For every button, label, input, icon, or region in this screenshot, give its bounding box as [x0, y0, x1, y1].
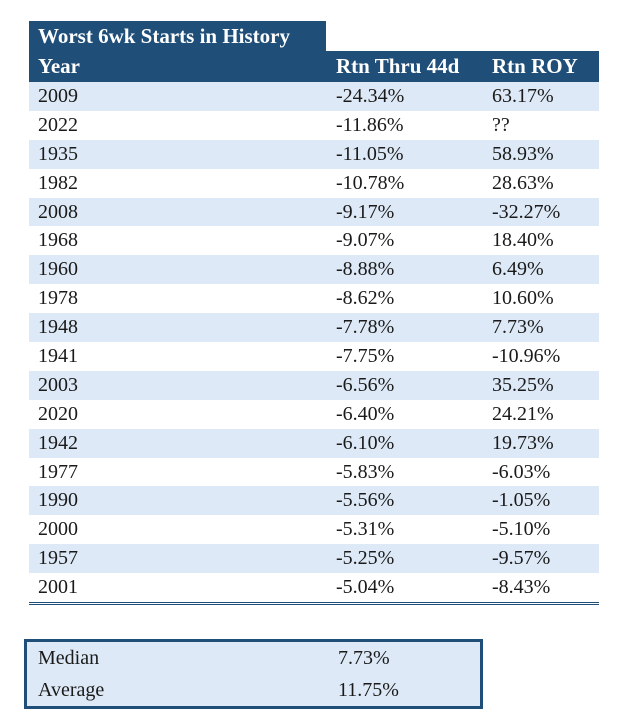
summary-row-average: Average 11.75% — [27, 674, 480, 706]
table-row: 1948 -7.78% 7.73% — [29, 313, 599, 343]
rtn-thru-44d-cell: -5.83% — [336, 460, 395, 483]
rtn-roy-cell: -9.57% — [492, 547, 551, 570]
rtn-thru-44d-cell: -5.04% — [336, 576, 395, 599]
table-row: 1977 -5.83% -6.03% — [29, 457, 599, 487]
year-cell: 1990 — [38, 489, 78, 512]
table-row: 1990 -5.56% -1.05% — [29, 486, 599, 516]
column-header-year: Year — [38, 54, 80, 78]
table-header-row: Year Rtn Thru 44d Rtn ROY — [29, 51, 599, 82]
rtn-thru-44d-cell: -11.86% — [336, 113, 404, 136]
table-row: 2020 -6.40% 24.21% — [29, 399, 599, 429]
rtn-roy-cell: 28.63% — [492, 171, 554, 194]
table-row: 1982 -10.78% 28.63% — [29, 168, 599, 198]
rtn-roy-cell: -1.05% — [492, 489, 551, 512]
year-cell: 1978 — [38, 287, 78, 310]
rtn-roy-cell: 10.60% — [492, 287, 554, 310]
year-cell: 2020 — [38, 402, 78, 425]
rtn-thru-44d-cell: -5.31% — [336, 518, 395, 541]
rtn-thru-44d-cell: -5.56% — [336, 489, 395, 512]
rtn-thru-44d-cell: -9.07% — [336, 229, 395, 252]
table-row: 1935 -11.05% 58.93% — [29, 139, 599, 169]
summary-value: 7.73% — [338, 647, 390, 669]
rtn-thru-44d-cell: -6.56% — [336, 373, 395, 396]
rtn-thru-44d-cell: -7.75% — [336, 345, 395, 368]
year-cell: 1968 — [38, 229, 78, 252]
rtn-roy-cell: 7.73% — [492, 316, 544, 339]
table-row: 1942 -6.10% 19.73% — [29, 428, 599, 458]
rtn-thru-44d-cell: -8.88% — [336, 258, 395, 281]
year-cell: 1960 — [38, 258, 78, 281]
year-cell: 1977 — [38, 460, 78, 483]
summary-row-median: Median 7.73% — [27, 642, 480, 674]
table-title: Worst 6wk Starts in History — [29, 21, 326, 51]
table-row: 1978 -8.62% 10.60% — [29, 284, 599, 314]
rtn-roy-cell: 24.21% — [492, 402, 554, 425]
rtn-roy-cell: 19.73% — [492, 431, 554, 454]
year-cell: 1942 — [38, 431, 78, 454]
summary-label: Average — [38, 679, 105, 701]
year-cell: 1957 — [38, 547, 78, 570]
table-body: 2009 -24.34% 63.17% 2022 -11.86%?? 1935 -11.… — [29, 82, 599, 603]
column-header-rtn-thru-44d: Rtn Thru 44d — [336, 54, 460, 78]
year-cell: 1948 — [38, 316, 78, 339]
year-cell: 2009 — [38, 85, 78, 107]
table-row: 2001 -5.04% -8.43% — [29, 573, 599, 603]
year-cell: 1982 — [38, 171, 78, 194]
rtn-thru-44d-cell: -9.17% — [336, 200, 395, 223]
summary-label: Median — [38, 647, 100, 669]
rtn-roy-cell: -10.96% — [492, 345, 561, 368]
rtn-thru-44d-cell: -5.25% — [336, 547, 395, 570]
year-cell: 2003 — [38, 373, 78, 396]
rtn-roy-cell: 35.25% — [492, 373, 554, 396]
rtn-thru-44d-cell: -11.05% — [336, 142, 404, 165]
rtn-roy-cell: -6.03% — [492, 460, 551, 483]
column-header-rtn-roy: Rtn ROY — [492, 54, 578, 78]
rtn-thru-44d-cell: -7.78% — [336, 316, 395, 339]
rtn-thru-44d-cell: -8.62% — [336, 287, 395, 310]
year-cell: 2001 — [38, 576, 78, 599]
rtn-thru-44d-cell: -24.34% — [336, 85, 405, 107]
rtn-roy-cell: 63.17% — [492, 85, 554, 107]
table-row: 2022 -11.86%?? — [29, 110, 599, 140]
table-row: 1957 -5.25% -9.57% — [29, 544, 599, 574]
rtn-roy-cell: ?? — [492, 113, 510, 136]
summary-value: 11.75% — [338, 679, 399, 701]
rtn-roy-cell: 6.49% — [492, 258, 544, 281]
table-row: 2009 -24.34% 63.17% — [29, 82, 599, 111]
year-cell: 2022 — [38, 113, 78, 136]
rtn-roy-cell: 18.40% — [492, 229, 554, 252]
year-cell: 2008 — [38, 200, 78, 223]
summary-box: Median 7.73% Average 11.75% — [24, 639, 483, 709]
rtn-roy-cell: -32.27% — [492, 200, 561, 223]
rtn-roy-cell: -5.10% — [492, 518, 551, 541]
table-row: 2000 -5.31% -5.10% — [29, 515, 599, 545]
year-cell: 1935 — [38, 142, 78, 165]
rtn-roy-cell: 58.93% — [492, 142, 554, 165]
rtn-roy-cell: -8.43% — [492, 576, 551, 599]
rtn-thru-44d-cell: -10.78% — [336, 171, 405, 194]
table-row: 1960 -8.88% 6.49% — [29, 255, 599, 285]
table-row: 1941 -7.75% -10.96% — [29, 342, 599, 371]
year-cell: 2000 — [38, 518, 78, 541]
table-row: 2003 -6.56% 35.25% — [29, 370, 599, 400]
rtn-thru-44d-cell: -6.10% — [336, 431, 395, 454]
table-bottom-border — [29, 602, 599, 605]
year-cell: 1941 — [38, 345, 78, 368]
rtn-thru-44d-cell: -6.40% — [336, 402, 395, 425]
table-row: 2008 -9.17% -32.27% — [29, 197, 599, 227]
table-row: 1968 -9.07% 18.40% — [29, 226, 599, 256]
